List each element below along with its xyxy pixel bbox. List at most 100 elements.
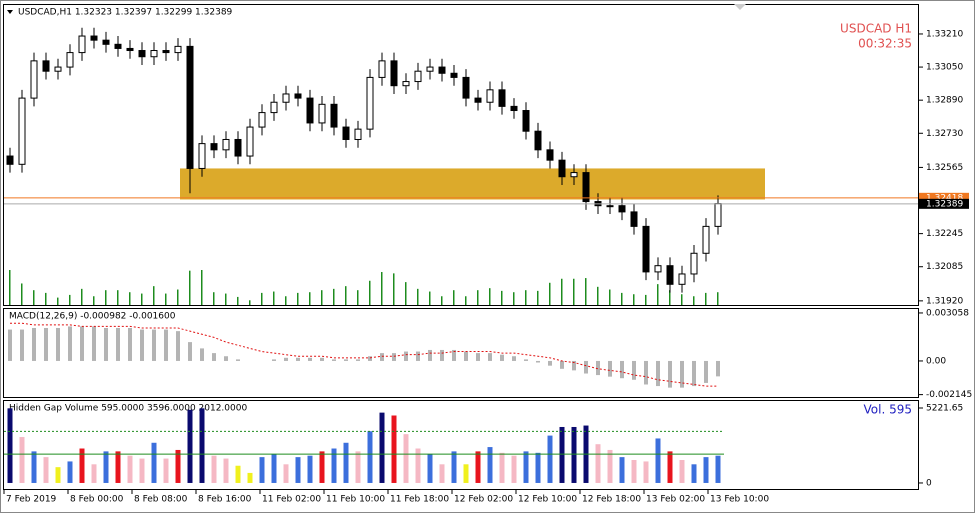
macd-bar [668, 360, 672, 388]
macd-bar [548, 360, 552, 366]
x-tick-label: 13 Feb 02:00 [646, 495, 705, 505]
volume-bar [463, 464, 469, 483]
tick-volume [273, 291, 275, 305]
x-tick-label: 12 Feb 02:00 [454, 495, 513, 505]
macd-panel [3, 308, 919, 398]
tick-volume [9, 270, 11, 305]
tick-volume [57, 297, 59, 305]
macd-bar [92, 326, 96, 361]
volume-bar [175, 449, 181, 483]
macd-bar [140, 329, 144, 361]
bar-timer: 00:32:35 [858, 37, 912, 51]
candle-body [342, 126, 350, 140]
volume-bar [115, 451, 121, 483]
x-tick-label: 12 Feb 10:00 [518, 495, 577, 505]
volume-bar [223, 458, 229, 483]
tick-volume [549, 282, 551, 305]
macd-bar [596, 360, 600, 376]
tick-volume [621, 292, 623, 305]
candle-body [414, 70, 422, 83]
volume-bar [655, 438, 661, 483]
main-panel [3, 4, 919, 306]
menu-arrow[interactable] [7, 10, 13, 14]
bid-label: 1.32389 [926, 199, 963, 209]
candle-body [570, 172, 578, 178]
candle-body [258, 112, 266, 128]
tick-volume [333, 288, 335, 305]
candle-body [498, 89, 506, 107]
candle-body [114, 43, 122, 49]
macd-bar [200, 348, 204, 361]
candle-body [198, 143, 206, 169]
tick-volume [21, 283, 23, 305]
tick-volume [309, 292, 311, 305]
volume-bar [571, 426, 577, 483]
macd-bar [488, 353, 492, 361]
candle-body [690, 252, 698, 275]
y-tick-label: 0 [926, 478, 932, 488]
level-tag [919, 192, 969, 203]
candle-body [390, 60, 398, 87]
volume-bar [235, 465, 241, 483]
macd-bar [608, 360, 612, 377]
macd-bar [224, 356, 228, 361]
volume-bar [43, 457, 49, 483]
x-tick-label: 7 Feb 2019 [6, 495, 57, 505]
macd-bar [188, 342, 192, 361]
candle-body [558, 159, 566, 178]
candle-body [630, 211, 638, 227]
bid-tag [919, 198, 969, 209]
tick-volume [381, 272, 383, 305]
tick-volume [657, 284, 659, 305]
volume-bar [403, 434, 409, 483]
tick-volume [705, 292, 707, 305]
macd-bar [572, 360, 576, 371]
candle-body [222, 138, 230, 151]
candle-body [642, 225, 650, 273]
tick-volume [369, 280, 371, 305]
tick-volume [261, 292, 263, 305]
zone [180, 168, 765, 200]
macd-bar [692, 360, 696, 387]
candle-body [378, 60, 386, 78]
candle-body [210, 143, 218, 151]
y-tick-label: 1.33050 [926, 63, 963, 73]
y-tick-label: 0.00 [926, 356, 946, 366]
volume-bar [487, 447, 493, 483]
macd-bar [272, 359, 276, 361]
tick-volume [321, 290, 323, 305]
tick-volume [585, 278, 587, 305]
candle-body [30, 60, 38, 99]
volume-bar [619, 457, 625, 483]
candle-body [186, 45, 194, 169]
tick-volume [453, 290, 455, 305]
volume-bar [427, 454, 433, 483]
candle-body [354, 128, 362, 140]
macd-bar [32, 327, 36, 361]
tick-volume [561, 278, 563, 305]
tick-volume [93, 296, 95, 305]
tick-volume [117, 290, 119, 305]
candle-body [138, 50, 146, 58]
tick-volume [681, 294, 683, 305]
candle-body [402, 81, 410, 87]
chart-header: USDCAD,H1 1.32323 1.32397 1.32299 1.3238… [18, 8, 233, 18]
candle-body [78, 35, 86, 54]
volume-bar [307, 455, 313, 483]
candle-body [606, 205, 614, 208]
macd-bar [20, 329, 24, 361]
volume-bar [511, 455, 517, 483]
candle-body [666, 265, 674, 285]
volume-bar [295, 457, 301, 483]
volume-bar [547, 435, 553, 483]
candle-body [162, 50, 170, 54]
volume-bar [319, 451, 325, 483]
candle-body [450, 72, 458, 78]
tick-volume [429, 291, 431, 305]
tick-volume [165, 293, 167, 305]
tick-volume [417, 288, 419, 305]
tick-volume [393, 273, 395, 305]
tick-volume [297, 292, 299, 305]
macd-bar [644, 360, 648, 385]
tick-volume [33, 290, 35, 305]
